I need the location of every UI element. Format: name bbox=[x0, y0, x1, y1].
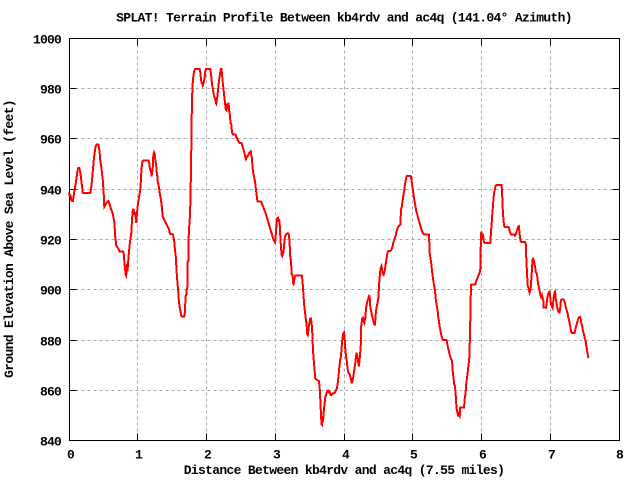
svg-text:8: 8 bbox=[616, 447, 624, 462]
svg-text:0: 0 bbox=[67, 447, 75, 462]
svg-text:880: 880 bbox=[40, 335, 62, 350]
svg-text:840: 840 bbox=[40, 435, 62, 450]
svg-text:860: 860 bbox=[40, 385, 62, 400]
svg-text:Ground Elevation Above Sea Lev: Ground Elevation Above Sea Level (feet) bbox=[2, 100, 17, 378]
svg-text:7: 7 bbox=[548, 447, 555, 462]
svg-text:920: 920 bbox=[40, 234, 62, 249]
svg-text:Distance Between kb4rdv and ac: Distance Between kb4rdv and ac4q (7.55 m… bbox=[184, 463, 504, 478]
svg-text:980: 980 bbox=[40, 83, 62, 98]
svg-text:6: 6 bbox=[479, 447, 487, 462]
svg-text:5: 5 bbox=[410, 447, 418, 462]
svg-text:900: 900 bbox=[40, 284, 62, 299]
svg-text:SPLAT! Terrain Profile Between: SPLAT! Terrain Profile Between kb4rdv an… bbox=[116, 10, 572, 25]
svg-text:1000: 1000 bbox=[33, 32, 62, 47]
svg-text:960: 960 bbox=[40, 133, 62, 148]
svg-text:4: 4 bbox=[342, 447, 350, 462]
svg-text:2: 2 bbox=[204, 447, 212, 462]
svg-text:1: 1 bbox=[135, 447, 143, 462]
svg-text:3: 3 bbox=[273, 447, 281, 462]
svg-text:940: 940 bbox=[40, 184, 62, 199]
